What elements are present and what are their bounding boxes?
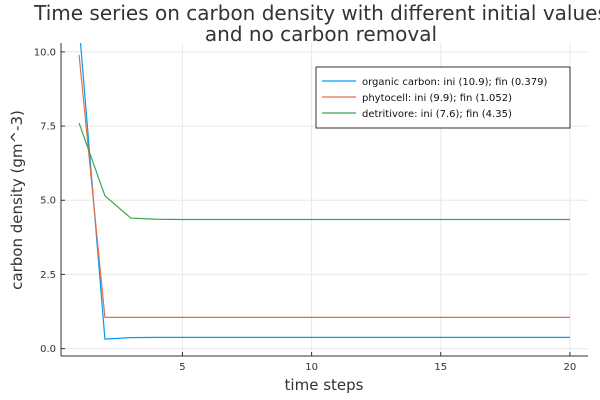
chart-title-line-1: Time series on carbon density with diffe…: [33, 1, 600, 25]
x-axis-label: time steps: [285, 376, 364, 394]
chart-title-line-2: and no carbon removal: [205, 22, 437, 46]
axes: [60, 43, 588, 357]
x-tick-label: 15: [434, 362, 447, 373]
y-tick-label: 10.0: [34, 47, 56, 58]
x-tick-label: 5: [179, 362, 185, 373]
y-tick-label: 5.0: [40, 196, 56, 207]
y-tick-label: 7.5: [40, 122, 56, 133]
series-line-organic-carbon: [79, 43, 570, 340]
legend-box: [315, 66, 571, 129]
y-tick-label: 0.0: [40, 344, 56, 355]
legend-label-detritivore: detritivore: ini (7.6); fin (4.35): [362, 109, 512, 120]
y-axis-label: carbon density (gm^-3): [8, 110, 26, 290]
tick-labels: 5 10 15 20 0.0 2.5 5.0 7.5 10.0: [34, 47, 577, 373]
legend-label-organic-carbon: organic carbon: ini (10.9); fin (0.379): [362, 77, 547, 88]
x-tick-label: 10: [305, 362, 318, 373]
series-lines: [78, 43, 570, 340]
legend-label-phytocell: phytocell: ini (9.9); fin (1.052): [362, 93, 512, 104]
x-tick-label: 20: [564, 362, 577, 373]
y-tick-label: 2.5: [40, 270, 56, 281]
series-line-phytocell: [78, 54, 570, 318]
legend: organic carbon: ini (10.9); fin (0.379) …: [315, 66, 571, 129]
series-line-detritivore: [78, 122, 570, 221]
